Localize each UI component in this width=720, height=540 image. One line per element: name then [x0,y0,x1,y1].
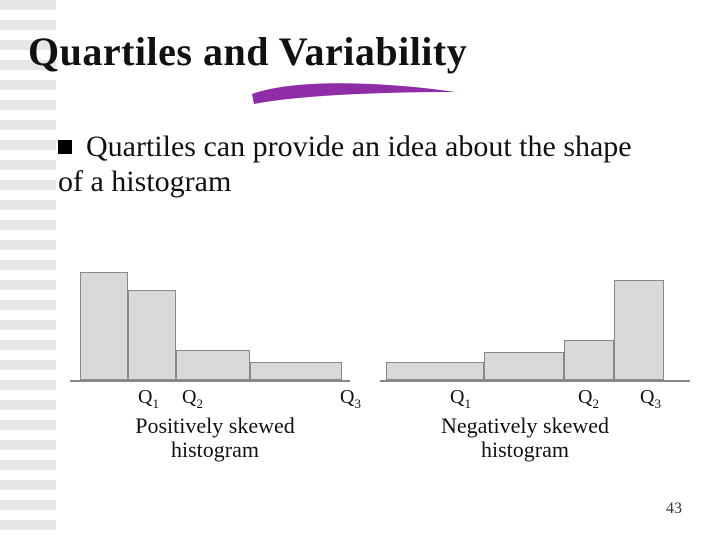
right-histogram-bar [614,280,664,380]
charts-container: Q1Q2Q3Positively skewed histogramQ1Q2Q3N… [70,240,670,410]
bullet-item: Quartiles can provide an idea about the … [58,130,658,199]
slide-title: Quartiles and Variability [28,28,467,75]
right-histogram-bar [484,352,564,380]
slide: Quartiles and Variability Quartiles can … [0,0,720,540]
bullet-marker-icon [58,140,72,154]
left-histogram-q-label: Q3 [340,386,361,412]
left-histogram-q-label: Q1 [138,386,159,412]
right-histogram-q-label: Q1 [450,386,471,412]
swoosh-graphic [250,78,460,108]
left-histogram-bar [176,350,250,380]
right-histogram-q-label: Q2 [578,386,599,412]
right-histogram-bar [564,340,614,380]
page-number: 43 [666,500,682,518]
left-histogram-caption: Positively skewed histogram [115,414,315,462]
right-histogram-bar [386,362,484,380]
right-histogram-caption: Negatively skewed histogram [415,414,635,462]
left-histogram-bar [80,272,128,380]
left-histogram-bar [250,362,342,380]
bullet-text: Quartiles can provide an idea about the … [58,130,632,198]
right-histogram-axis [380,380,690,382]
left-histogram-axis [70,380,350,382]
left-histogram-q-label: Q2 [182,386,203,412]
right-histogram-q-label: Q3 [640,386,661,412]
left-histogram-bar [128,290,176,380]
